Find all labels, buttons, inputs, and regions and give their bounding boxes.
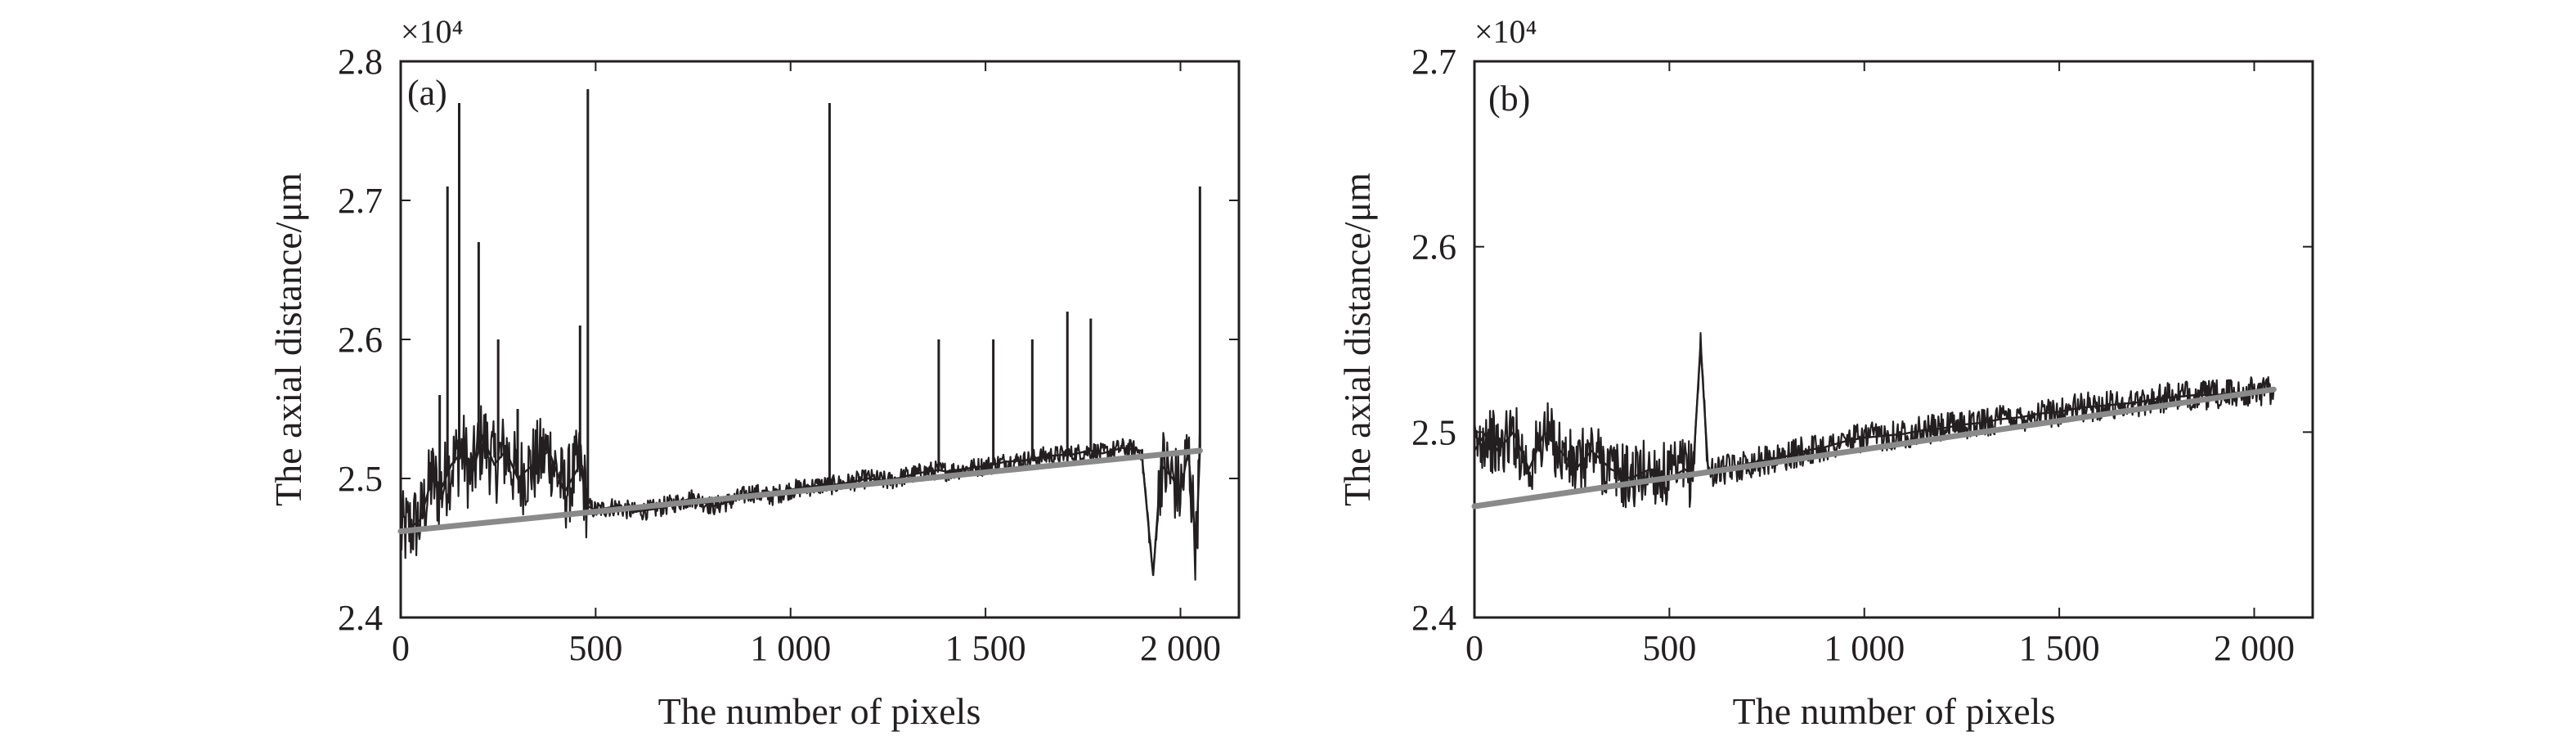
x-tick-label: 0 [1465, 628, 1483, 668]
fit-line [397, 447, 1203, 535]
x-tick-label: 1 500 [2019, 628, 2100, 668]
x-ticks-a: 0 500 1 000 1 500 2 000 [392, 61, 1221, 668]
fit-line [1471, 386, 2277, 510]
y-axis-label-b: The axial distance/μm [1336, 173, 1378, 506]
y-ticks-a: 2.4 2.5 2.6 2.7 2.8 [338, 42, 1239, 638]
x-ticks-b: 0 500 1 000 1 500 2 000 [1465, 61, 2295, 668]
x-tick-label: 2 000 [2214, 628, 2295, 668]
y-tick-label: 2.6 [1411, 227, 1456, 267]
y-multiplier-a: ×10⁴ [401, 13, 464, 50]
measured-series-line [1473, 332, 2275, 509]
x-tick-label: 1 500 [945, 628, 1026, 668]
y-tick-label: 2.4 [338, 598, 383, 638]
x-tick-label: 2 000 [1140, 628, 1221, 668]
x-tick-label: 1 000 [750, 628, 831, 668]
measured-series-samples [400, 433, 1201, 577]
panel-label-b: (b) [1488, 79, 1530, 119]
series-a [397, 89, 1203, 581]
chart-panel-b: (b) ×10⁴ The number of pixels The axial … [1336, 13, 2314, 732]
x-tick-label: 1 000 [1824, 628, 1905, 668]
panel-label-a: (a) [407, 73, 447, 113]
plot-frame-b [1473, 60, 2314, 619]
y-tick-label: 2.6 [338, 320, 383, 360]
y-axis-label-a: The axial distance/μm [267, 173, 309, 506]
y-tick-label: 2.8 [338, 42, 383, 82]
y-tick-label: 2.7 [1411, 42, 1456, 82]
x-tick-label: 0 [392, 628, 410, 668]
y-tick-label: 2.4 [1411, 598, 1456, 638]
x-tick-label: 500 [568, 628, 622, 668]
y-tick-label: 2.5 [338, 459, 383, 499]
y-tick-label: 2.7 [338, 181, 383, 221]
y-ticks-b: 2.4 2.5 2.6 2.7 [1411, 42, 2313, 638]
chart-panel-a: (a) ×10⁴ The number of pixels The axial … [267, 13, 1241, 732]
series-b [1471, 332, 2277, 510]
measured-series-samples [1473, 343, 2274, 480]
x-axis-label-b: The number of pixels [1733, 690, 2056, 732]
plot-frame-a [399, 60, 1241, 619]
y-multiplier-b: ×10⁴ [1474, 13, 1537, 50]
x-tick-label: 500 [1642, 628, 1696, 668]
y-tick-label: 2.5 [1411, 412, 1456, 452]
x-axis-label-a: The number of pixels [658, 690, 981, 732]
